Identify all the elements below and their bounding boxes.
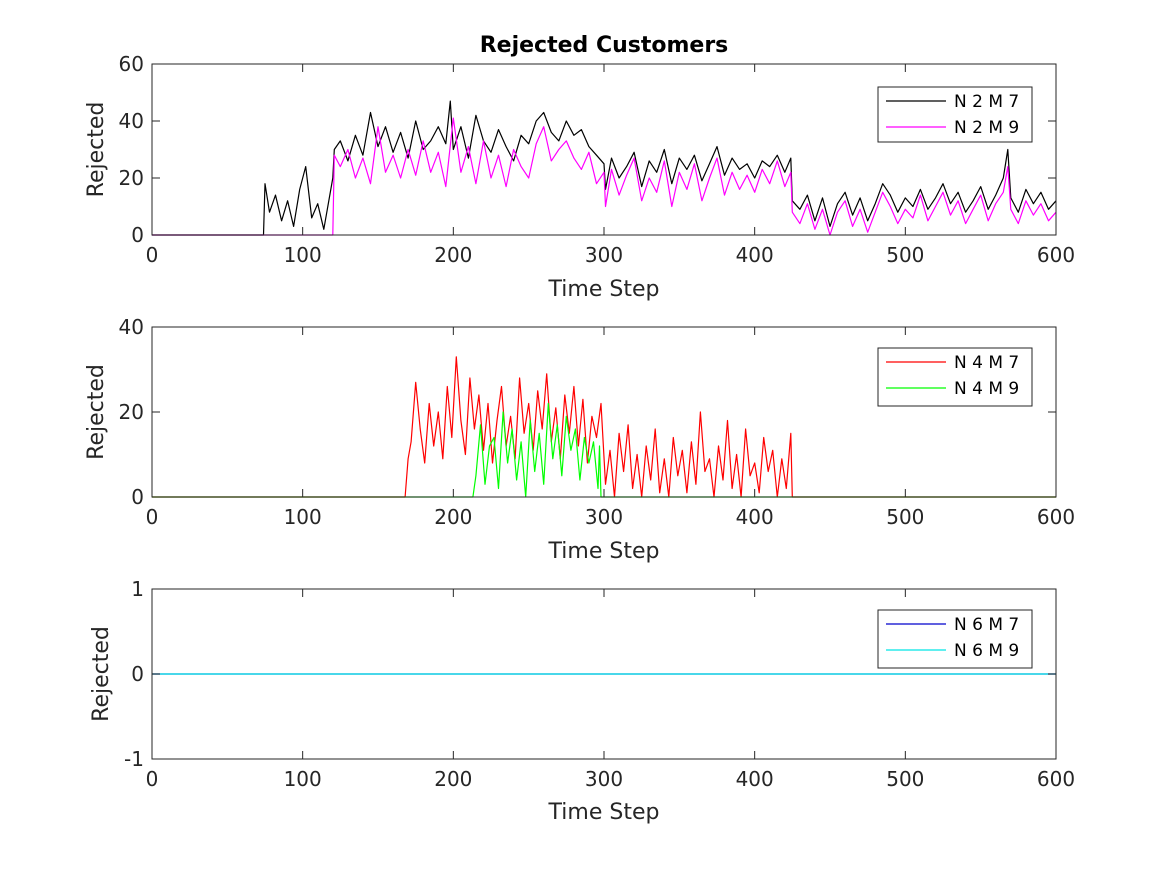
x-tick-label: 400: [736, 767, 774, 791]
x-tick-label: 600: [1037, 505, 1075, 529]
legend-entry: N 2 M 9: [954, 118, 1019, 138]
legend-entry: N 6 M 9: [954, 641, 1019, 661]
series-line-2-2: [152, 402, 1056, 498]
y-tick-label: 20: [119, 166, 144, 190]
y-tick-label: -1: [124, 747, 144, 771]
series-line-1-1: [152, 100, 1057, 236]
legend: N 4 M 7 N 4 M 9: [877, 347, 1033, 407]
legend-box: [877, 347, 1033, 407]
series-line-2-1: [152, 356, 1056, 498]
figure-title: Rejected Customers: [480, 33, 729, 58]
series-line-1-2: [152, 117, 1057, 236]
legend-box: [877, 86, 1033, 143]
y-axis-label: Rejected: [84, 102, 109, 198]
x-tick-label: 400: [736, 243, 774, 267]
x-tick-label: 0: [146, 243, 159, 267]
y-axis-label: Rejected: [89, 626, 114, 722]
x-tick-label: 500: [886, 243, 924, 267]
legend-entry: N 6 M 7: [954, 615, 1019, 635]
x-tick-label: 500: [886, 767, 924, 791]
legend: N 2 M 7 N 2 M 9: [877, 86, 1033, 143]
y-axis-label: Rejected: [84, 364, 109, 460]
x-tick-label: 200: [434, 505, 472, 529]
legend-box: [877, 609, 1033, 669]
legend-entry: N 4 M 7: [954, 353, 1019, 373]
subplot-1: 0 100 200 300 400 500 600 0 20 40 60 Time Step Rejec…: [84, 52, 1075, 302]
x-axis-label: Time Step: [548, 800, 660, 825]
x-axis-label: Time Step: [548, 539, 660, 564]
x-tick-label: 500: [886, 505, 924, 529]
legend-entry: N 4 M 9: [954, 379, 1019, 399]
x-tick-label: 100: [284, 767, 322, 791]
x-tick-label: 200: [434, 243, 472, 267]
y-tick-label: 60: [119, 52, 144, 76]
legend-entry: N 2 M 7: [954, 92, 1019, 112]
y-tick-label: 20: [119, 400, 144, 424]
x-tick-label: 100: [284, 505, 322, 529]
y-tick-label: 40: [119, 109, 144, 133]
subplot-2: 0 100 200 300 400 500 600 0 20 40 Time Step Rejecte…: [84, 315, 1075, 564]
x-tick-label: 0: [146, 505, 159, 529]
y-tick-label: 1: [131, 577, 144, 601]
legend: N 6 M 7 N 6 M 9: [877, 609, 1033, 669]
x-tick-label: 200: [434, 767, 472, 791]
x-tick-label: 400: [736, 505, 774, 529]
x-tick-label: 600: [1037, 243, 1075, 267]
y-tick-label: 0: [131, 485, 144, 509]
y-tick-label: 0: [131, 662, 144, 686]
y-tick-label: 0: [131, 223, 144, 247]
x-tick-label: 0: [146, 767, 159, 791]
y-tick-label: 40: [119, 315, 144, 339]
x-axis-label: Time Step: [548, 277, 660, 302]
x-tick-label: 300: [585, 767, 623, 791]
x-tick-label: 300: [585, 243, 623, 267]
x-tick-label: 600: [1037, 767, 1075, 791]
x-tick-label: 100: [284, 243, 322, 267]
x-tick-label: 300: [585, 505, 623, 529]
